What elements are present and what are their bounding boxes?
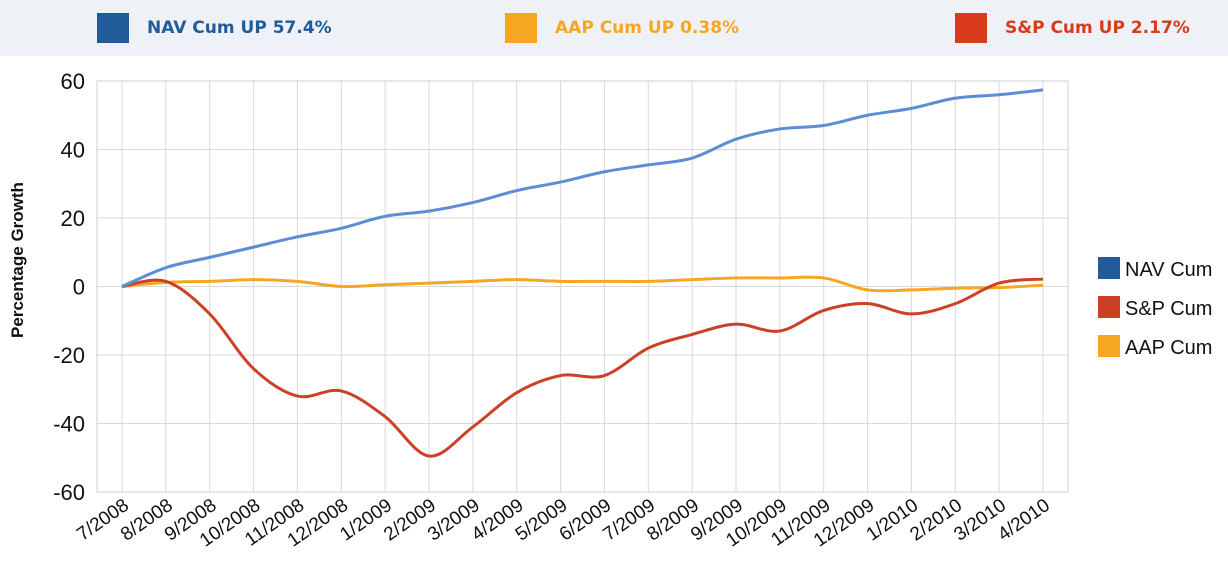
legend-swatch-s-p-cum: [1098, 296, 1120, 318]
banner-label-sp: S&P Cum UP 2.17%: [1005, 18, 1190, 38]
y-tick-label: -60: [53, 480, 85, 505]
banner-item-aap: AAP Cum UP 0.38%: [505, 13, 739, 43]
series-lines: [121, 88, 1044, 458]
legend: NAV Cum S&P Cum AAP Cum: [1098, 257, 1212, 359]
top-banner: NAV Cum UP 57.4% AAP Cum UP 0.38% S&P Cu…: [0, 0, 1228, 56]
legend-swatch-aap-cum: [1098, 335, 1120, 357]
y-tick-label: 20: [61, 206, 85, 231]
legend-label-nav-cum: NAV Cum: [1125, 259, 1212, 281]
banner-label-nav: NAV Cum UP 57.4%: [147, 18, 332, 38]
legend-label-s-p-cum: S&P Cum: [1125, 298, 1212, 320]
banner-swatch-nav: [97, 13, 129, 43]
banner-item-nav: NAV Cum UP 57.4%: [97, 13, 332, 43]
y-axis-label: Percentage Growth: [8, 182, 27, 338]
plot-border: [96, 80, 1069, 493]
y-tick-label: 60: [61, 69, 85, 94]
y-tick-label: -40: [53, 412, 85, 437]
series-line-s-p-cum: [121, 277, 1044, 458]
legend-swatch-nav-cum: [1098, 257, 1120, 279]
y-tick-label: -20: [53, 343, 85, 368]
axes: 6040200-20-40-607/20088/20089/200810/200…: [53, 69, 1054, 551]
series-line-nav-cum: [121, 88, 1044, 288]
legend-label-aap-cum: AAP Cum: [1125, 337, 1212, 359]
banner-swatch-aap: [505, 13, 537, 43]
y-tick-label: 0: [73, 275, 85, 300]
y-tick-label: 40: [61, 138, 85, 163]
banner-swatch-sp: [955, 13, 987, 43]
line-chart: 6040200-20-40-607/20088/20089/200810/200…: [8, 69, 1212, 551]
grid-lines: [96, 80, 1069, 493]
series-line-aap-cum: [121, 275, 1044, 293]
banner-item-sp: S&P Cum UP 2.17%: [955, 13, 1190, 43]
banner-label-aap: AAP Cum UP 0.38%: [555, 18, 740, 38]
